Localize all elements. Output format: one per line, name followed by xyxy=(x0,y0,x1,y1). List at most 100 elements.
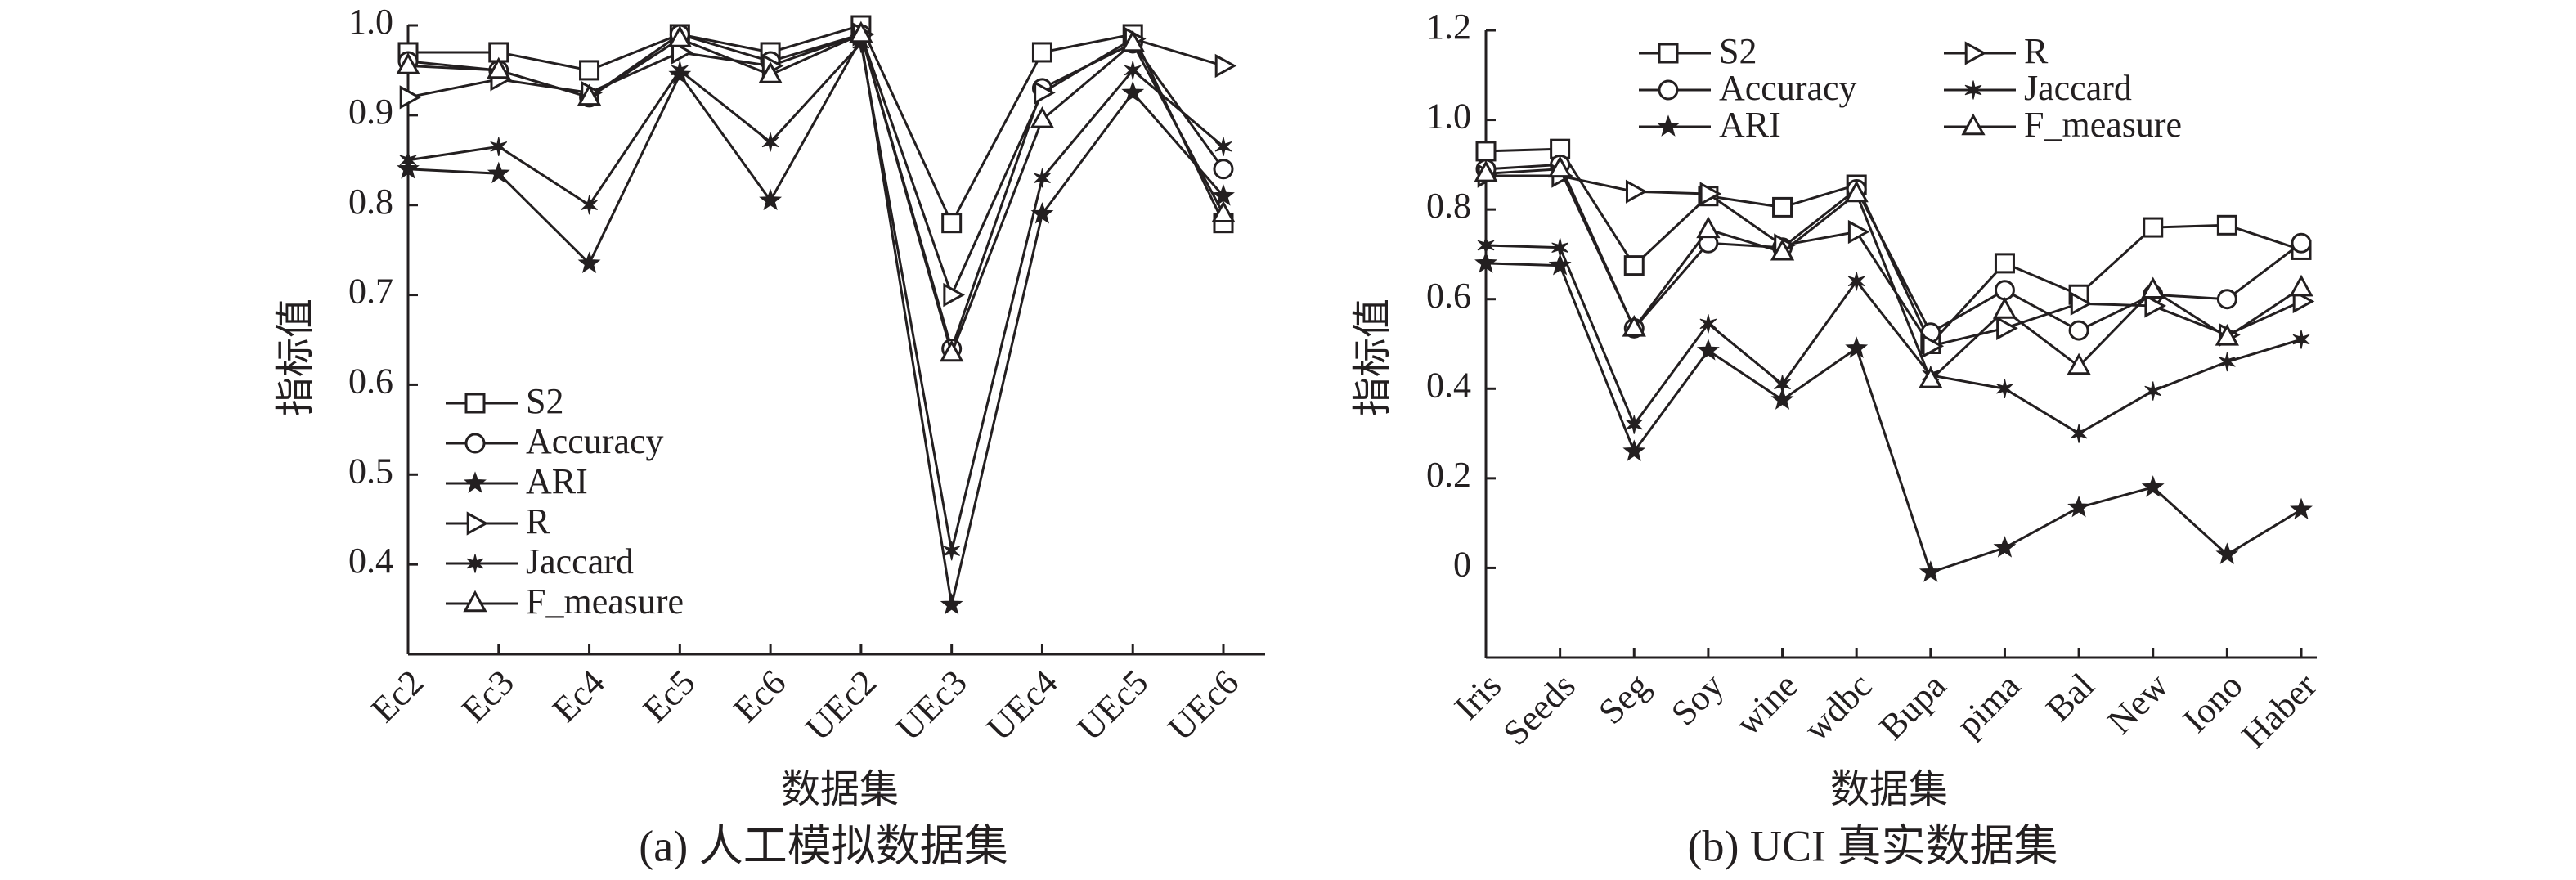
marker xyxy=(943,282,965,308)
marker xyxy=(463,590,487,613)
marker xyxy=(1030,106,1055,128)
marker xyxy=(667,25,692,47)
x-tick-label: UEc3 xyxy=(888,662,974,748)
x-tick-label: pima xyxy=(1949,666,2028,745)
caption: (a) 人工模拟数据集 xyxy=(639,821,1008,870)
y-tick-label: 0.5 xyxy=(348,451,393,491)
legend-label: F_measure xyxy=(2024,105,2182,145)
series-line xyxy=(407,40,1224,552)
marker xyxy=(1996,379,2013,398)
marker xyxy=(1657,114,1680,137)
series-line xyxy=(1485,244,2302,435)
marker xyxy=(2070,291,2093,316)
legend-label: S2 xyxy=(1719,31,1757,71)
marker xyxy=(1547,155,1573,178)
marker xyxy=(1551,238,1568,258)
marker xyxy=(487,56,511,79)
legend-entry: F_measure xyxy=(446,581,684,622)
marker xyxy=(940,592,963,615)
marker xyxy=(2067,352,2091,375)
x-tick-label: Seg xyxy=(1591,666,1657,732)
legend-entry: S2 xyxy=(446,381,563,421)
marker xyxy=(2143,217,2164,238)
marker xyxy=(1770,388,1794,410)
line-chart: 0.4 0.5 0.6 0.7 0.8 0.9 1.0 Ec2 Ec3 Ec4 Ec5 Ec6 UEc2… xyxy=(274,2,1265,870)
marker xyxy=(1213,159,1234,180)
marker xyxy=(1477,236,1495,255)
legend-entry: R xyxy=(1944,31,2049,71)
marker xyxy=(1770,238,1795,261)
y-tick-label: 0.8 xyxy=(348,182,393,222)
marker xyxy=(1964,80,1982,100)
x-tick-label: UEc4 xyxy=(979,662,1065,748)
marker xyxy=(1699,182,1722,206)
marker xyxy=(1847,219,1870,245)
y-tick-label: 0.6 xyxy=(348,361,393,402)
series-line xyxy=(408,24,1225,227)
marker xyxy=(1996,316,2018,340)
marker xyxy=(1214,53,1237,79)
legend-label: Accuracy xyxy=(526,421,664,461)
marker xyxy=(943,541,961,561)
marker xyxy=(396,52,420,74)
marker xyxy=(1475,141,1497,162)
marker xyxy=(1994,280,2015,301)
x-tick-label: wdbc xyxy=(1796,666,1879,749)
marker xyxy=(490,137,508,156)
marker xyxy=(581,195,598,215)
marker xyxy=(1034,80,1056,106)
series-line xyxy=(407,33,1224,299)
legend-label: R xyxy=(2024,31,2049,71)
series-line xyxy=(1485,168,2302,382)
y-tick-label: 0.6 xyxy=(1426,276,1471,316)
y-tick-label: 1.2 xyxy=(1426,7,1471,47)
marker xyxy=(1919,560,1942,582)
marker xyxy=(2216,289,2237,310)
x-tick-label: UEc5 xyxy=(1070,662,1156,748)
marker xyxy=(2144,381,2162,401)
series-line xyxy=(407,32,1225,357)
marker xyxy=(1120,29,1145,52)
marker xyxy=(1964,41,1987,65)
y-tick-label: 0.4 xyxy=(348,541,393,581)
marker xyxy=(2289,274,2313,297)
x-tick-label: UEc2 xyxy=(798,662,884,748)
marker xyxy=(1622,439,1646,461)
x-tick-label: Ec3 xyxy=(454,662,522,730)
legend-label: ARI xyxy=(526,461,588,501)
marker xyxy=(2070,424,2088,443)
marker xyxy=(671,61,689,80)
marker xyxy=(464,393,486,414)
legend-label: Accuracy xyxy=(1719,68,1857,108)
marker xyxy=(2219,352,2236,372)
marker xyxy=(1212,184,1235,206)
marker xyxy=(1625,179,1648,204)
legend-entry: Jaccard xyxy=(446,541,634,581)
marker xyxy=(2216,214,2237,236)
marker xyxy=(2292,330,2310,349)
x-axis-title: 数据集 xyxy=(1830,768,1948,811)
marker xyxy=(2215,323,2240,346)
marker xyxy=(1919,366,1943,388)
marker xyxy=(466,511,489,536)
x-axis-title: 数据集 xyxy=(781,768,899,811)
marker xyxy=(1121,80,1145,103)
marker xyxy=(2141,475,2165,497)
marker xyxy=(2068,320,2089,341)
marker xyxy=(2144,294,2167,318)
marker xyxy=(1474,160,1498,182)
marker xyxy=(2141,276,2165,299)
marker xyxy=(2215,542,2239,564)
x-tick-label: New xyxy=(2100,665,2177,742)
marker xyxy=(464,471,487,493)
series-line xyxy=(407,33,1225,353)
marker xyxy=(1993,536,2017,558)
marker xyxy=(1625,415,1643,434)
legend-entry: ARI xyxy=(446,461,588,501)
marker xyxy=(1772,196,1793,218)
y-tick-label: 0.9 xyxy=(348,92,393,132)
marker xyxy=(759,188,783,211)
y-axis-title: 指标值 xyxy=(274,299,317,416)
marker xyxy=(1699,314,1717,334)
